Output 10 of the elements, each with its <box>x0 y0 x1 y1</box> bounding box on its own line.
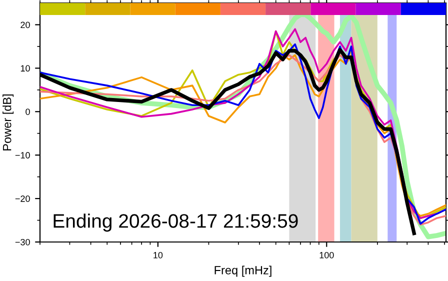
y-axis-title: Power [dB] <box>2 94 14 150</box>
x-axis-title: Freq [mHz] <box>214 266 272 277</box>
y-tick-label: −20 <box>15 196 30 202</box>
y-tick-label: 0 <box>26 108 30 115</box>
y-tick-label: −10 <box>15 152 30 158</box>
x-tick-label: 100 <box>320 252 334 258</box>
annotation: Ending 2026-08-17 21:59:59 <box>54 214 298 232</box>
y-tick-label: 20 <box>20 22 30 28</box>
y-tick-label: 10 <box>20 65 30 72</box>
y-tick-label: −30 <box>15 238 30 246</box>
